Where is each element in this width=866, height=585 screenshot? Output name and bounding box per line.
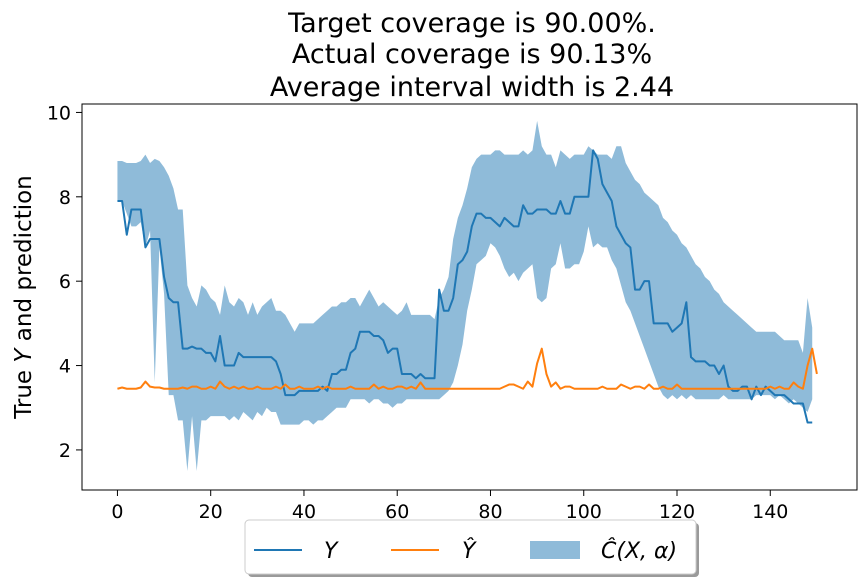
y-tick-label: 6 [59,271,71,293]
chart-title-line-3: Average interval width is 2.44 [270,72,674,103]
prediction-interval-band [117,120,813,472]
legend: Y Ŷ Ĉ(X, α) [244,519,699,577]
y-axis-label: True Y and prediction [11,175,37,420]
legend-box [244,519,697,575]
x-tick-label: 60 [385,501,409,523]
series-line-yhat [117,347,818,390]
series-line-y [117,149,813,424]
x-tick-label: 120 [659,501,695,523]
legend-label-yhat: Ŷ [462,538,477,564]
x-tick-label: 140 [752,501,788,523]
y-axis-ticks: 2 4 6 8 10 [47,102,82,462]
y-tick-label: 10 [47,102,71,124]
legend-label-y: Y [324,539,339,564]
x-tick-label: 40 [292,501,316,523]
x-tick-label: 100 [566,501,602,523]
legend-swatch-band [530,541,580,559]
x-tick-label: 0 [111,501,123,523]
chart-title-line-1: Target coverage is 90.00%. [287,8,656,39]
y-tick-label: 2 [59,440,71,462]
y-tick-label: 4 [59,356,71,378]
plot-frame [81,103,858,491]
x-tick-label: 20 [199,501,223,523]
legend-label-band: Ĉ(X, α) [601,538,677,564]
x-tick-label: 80 [478,501,502,523]
line-layer [117,149,818,424]
y-tick-label: 8 [59,187,71,209]
chart-title-line-2: Actual coverage is 90.13% [292,39,652,70]
prediction-interval-band-layer [117,120,813,472]
x-axis-ticks: 0 20 40 60 80 100 120 140 [111,490,788,523]
